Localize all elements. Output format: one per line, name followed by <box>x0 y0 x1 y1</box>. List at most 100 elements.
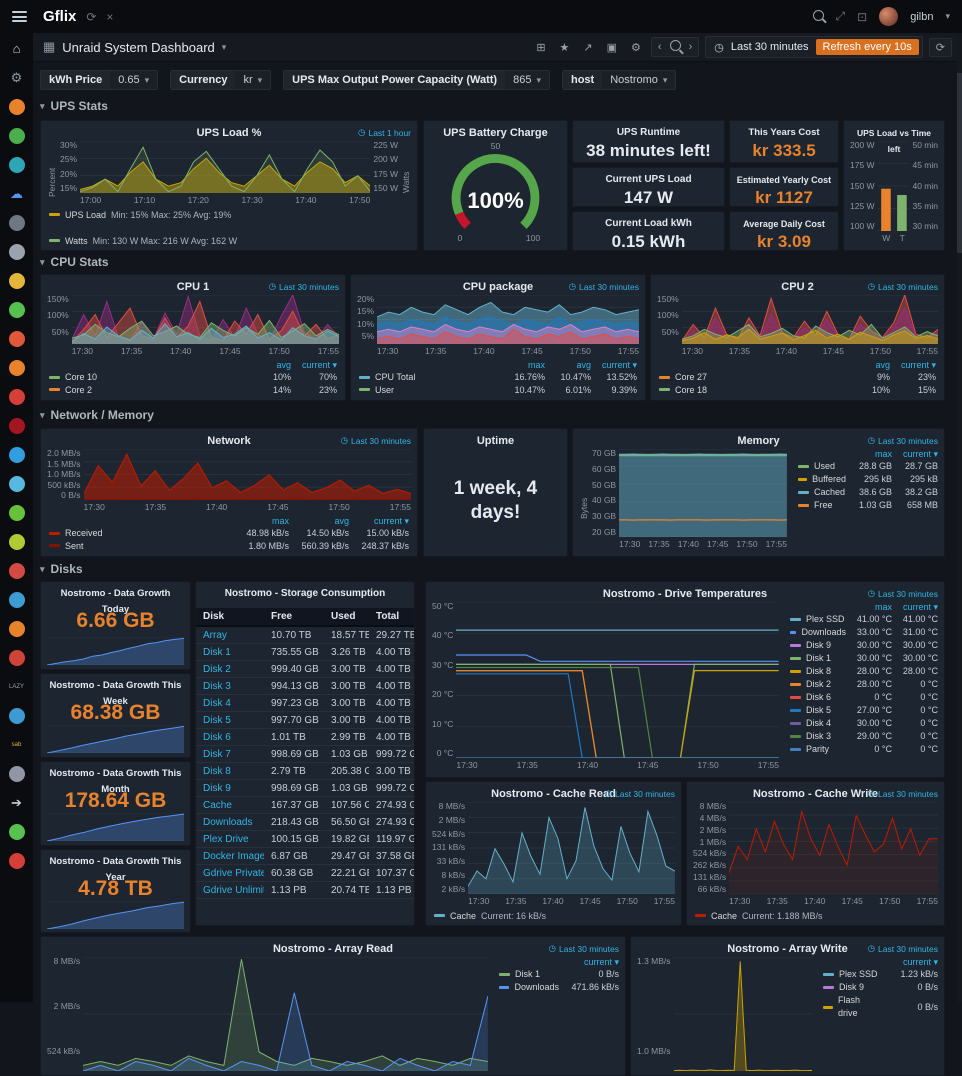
column-header[interactable]: Free <box>264 608 324 627</box>
legend-item[interactable]: CPU Total 16.76% 10.47% 13.52% <box>359 371 637 384</box>
menu-icon[interactable] <box>12 11 27 22</box>
plugin-icon-17[interactable] <box>8 650 25 666</box>
plugin-icon-7[interactable] <box>8 360 25 376</box>
legend-sort-current[interactable]: current ▾ <box>601 360 637 370</box>
legend-item[interactable]: Received 48.98 kB/s 14.50 kB/s 15.00 kB/s <box>49 527 409 540</box>
refresh-icon[interactable]: ⟳ <box>935 41 945 54</box>
avatar[interactable] <box>879 7 899 26</box>
username[interactable]: gilbn <box>910 10 934 23</box>
row-header-ups-stats[interactable]: ▾ UPS Stats <box>40 99 108 113</box>
legend-sort-max[interactable]: max <box>271 516 289 526</box>
disk-link[interactable]: Gdrive Unlimited <box>196 881 264 899</box>
legend-item[interactable]: Cache Current: 1.188 MB/s <box>695 911 823 921</box>
cache-read-graph[interactable] <box>468 802 675 894</box>
plugin-icon-10[interactable] <box>8 447 25 463</box>
legend-sort-max[interactable]: max <box>874 449 892 459</box>
network-graph[interactable] <box>83 449 411 500</box>
panel-title[interactable]: Nostromo - Data Growth This Year <box>49 856 182 883</box>
search-icon[interactable] <box>812 9 824 24</box>
legend-item[interactable]: Downloads 471.86 kB/s <box>499 981 619 994</box>
sync-icon[interactable]: ⟳ <box>86 9 97 24</box>
legend-item[interactable]: Disk 2 28.00 °C 0 °C <box>790 678 938 691</box>
legend-sort-current[interactable]: current ▾ <box>900 360 936 370</box>
disk-link[interactable]: Cache <box>196 796 264 814</box>
plugin-icon-8[interactable] <box>8 389 25 405</box>
home-icon[interactable]: ⌂ <box>12 41 21 56</box>
column-header[interactable]: Used <box>324 608 369 627</box>
plugin-icon-18[interactable] <box>8 708 25 724</box>
logout-icon[interactable]: ➔ <box>11 795 22 810</box>
legend-sort-max[interactable]: max <box>874 602 892 612</box>
plugin-icon-21[interactable] <box>8 853 25 869</box>
apps-icon[interactable]: ▦ <box>43 39 56 54</box>
panel-title[interactable]: UPS Runtime <box>616 127 681 138</box>
panel-title[interactable]: Nostromo - Array Read <box>272 943 393 955</box>
legend-sort-current[interactable]: current ▾ <box>902 602 938 612</box>
panel-title[interactable]: UPS Load vs Time left <box>856 128 931 154</box>
legend-sort-max[interactable]: max <box>527 360 545 370</box>
template-variable[interactable]: kWh Price 0.65 ▾ <box>40 70 159 90</box>
time-range-override[interactable]: ◷ Last 30 minutes <box>867 788 938 799</box>
panel-title[interactable]: Nostromo - Cache Write <box>752 788 879 800</box>
legend-sort-avg[interactable]: avg <box>576 360 591 370</box>
share-icon[interactable]: ↗ <box>583 41 593 54</box>
cloud-icon[interactable]: ☁ <box>10 186 23 201</box>
disk-link[interactable]: Gdrive Private <box>196 864 264 882</box>
legend-item[interactable]: Core 27 9% 23% <box>659 371 936 384</box>
legend-item[interactable]: Disk 5 27.00 °C 0 °C <box>790 704 938 717</box>
time-range-override[interactable]: ◷ Last 30 minutes <box>604 788 675 799</box>
legend-item[interactable]: Free 1.03 GB 658 MB <box>798 499 938 512</box>
disk-link[interactable]: Docker Image <box>196 847 264 865</box>
time-range-override[interactable]: ◷ Last 30 minutes <box>340 435 411 446</box>
panel-title[interactable]: Estimated Yearly Cost <box>736 175 832 185</box>
panel-title[interactable]: Network <box>207 435 251 447</box>
disk-link[interactable]: Disk 2 <box>196 660 264 678</box>
legend-sort-avg[interactable]: avg <box>875 360 890 370</box>
panel-title[interactable]: CPU 2 <box>781 281 814 293</box>
plugin-icon-13[interactable] <box>8 534 25 550</box>
panel-title[interactable]: Nostromo - Data Growth This Month <box>49 768 182 795</box>
row-header-disks[interactable]: ▾ Disks <box>40 562 83 576</box>
disk-link[interactable]: Disk 8 <box>196 762 264 780</box>
cpu-package-graph[interactable] <box>377 295 639 344</box>
time-range-override[interactable]: ◷ Last 1 hour <box>358 127 411 138</box>
legend-item[interactable]: Plex SSD 1.23 kB/s <box>823 968 938 981</box>
legend-item[interactable]: UPS Load Min: 15% Max: 25% Avg: 19% <box>49 210 231 220</box>
legend-sort-current[interactable]: current ▾ <box>902 449 938 459</box>
row-header-network-memory[interactable]: ▾ Network / Memory <box>40 408 154 422</box>
disk-link[interactable]: Disk 7 <box>196 745 264 763</box>
legend-item[interactable]: Disk 4 30.00 °C 0 °C <box>790 717 938 730</box>
template-variable[interactable]: UPS Max Output Power Capacity (Watt) 865… <box>283 70 550 90</box>
dashboard-title[interactable]: Unraid System Dashboard <box>62 39 215 55</box>
legend-sort-current[interactable]: current ▾ <box>373 516 409 526</box>
plugin-icon-1[interactable] <box>8 128 25 144</box>
time-back-icon[interactable]: ‹ <box>657 41 662 53</box>
array-write-graph[interactable] <box>673 957 812 1071</box>
time-range-override[interactable]: ◷ Last 30 minutes <box>867 588 938 599</box>
time-forward-icon[interactable]: › <box>688 41 693 53</box>
panel-title[interactable]: Nostromo - Storage Consumption <box>224 588 386 599</box>
plugin-icon-19[interactable] <box>8 766 25 782</box>
legend-item[interactable]: Core 10 10% 70% <box>49 371 337 384</box>
panel-title[interactable]: UPS Battery Charge <box>443 127 548 139</box>
disk-link[interactable]: Downloads <box>196 813 264 831</box>
time-range-override[interactable]: ◷ Last 30 minutes <box>867 435 938 446</box>
array-read-graph[interactable] <box>83 957 488 1071</box>
legend-item[interactable]: Used 28.8 GB 28.7 GB <box>798 460 938 473</box>
lazy-icon[interactable]: LAZY <box>8 684 24 690</box>
legend-sort-current[interactable]: current ▾ <box>583 957 619 967</box>
disk-link[interactable]: Disk 3 <box>196 677 264 695</box>
settings-icon[interactable]: ⚙ <box>631 41 641 54</box>
legend-item[interactable]: Sent 1.80 MB/s 560.39 kB/s 248.37 kB/s <box>49 540 409 553</box>
template-variable[interactable]: host Nostromo ▾ <box>561 70 677 90</box>
plugin-icon-2[interactable] <box>8 157 25 173</box>
plugin-icon-5[interactable] <box>8 302 25 318</box>
legend-item[interactable]: Buffered 295 kB 295 kB <box>798 473 938 486</box>
disk-link[interactable]: Disk 1 <box>196 643 264 661</box>
panel-title[interactable]: Memory <box>737 435 780 447</box>
legend-item[interactable]: Watts Min: 130 W Max: 216 W Avg: 162 W <box>49 236 237 246</box>
legend-sort-current[interactable]: current ▾ <box>902 957 938 967</box>
time-range-override[interactable]: ◷ Last 30 minutes <box>867 281 938 292</box>
